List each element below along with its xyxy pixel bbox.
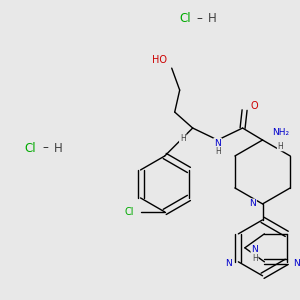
Text: Cl: Cl — [124, 207, 134, 217]
Text: H: H — [180, 134, 186, 142]
Text: O: O — [251, 101, 258, 111]
Text: Cl: Cl — [179, 12, 190, 25]
Text: –: – — [42, 142, 48, 154]
Text: N: N — [249, 200, 256, 208]
Text: H: H — [278, 142, 284, 151]
Text: HO: HO — [152, 55, 167, 65]
Text: NH₂: NH₂ — [272, 128, 289, 136]
Text: H: H — [53, 142, 62, 154]
Text: N: N — [251, 245, 258, 254]
Text: H: H — [215, 148, 220, 157]
Text: –: – — [197, 12, 203, 25]
Text: Cl: Cl — [24, 142, 36, 154]
Text: N: N — [214, 139, 221, 148]
Text: H: H — [208, 12, 217, 25]
Text: N: N — [293, 259, 300, 268]
Text: N: N — [225, 259, 232, 268]
Text: H: H — [252, 254, 258, 263]
